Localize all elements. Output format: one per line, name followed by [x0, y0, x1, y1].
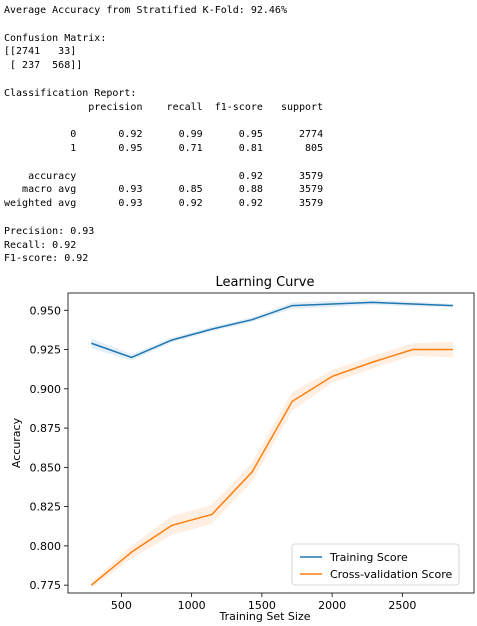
legend-box — [291, 543, 460, 586]
series-line-0 — [91, 301, 453, 359]
y-axis: 0.775 0.800 0.825 0.850 0.875 0.900 0.925 0.950 — [30, 304, 68, 592]
x-tick-label: 2000 — [318, 599, 346, 612]
y-tick-label: 0.950 — [30, 304, 62, 317]
console-line: Confusion Matrix: — [4, 32, 107, 44]
chart-title: Learning Curve — [216, 275, 315, 290]
x-tick-label: 500 — [111, 599, 132, 612]
plot-frame — [67, 292, 475, 594]
console-line: accuracy 0.92 3579 — [4, 170, 324, 182]
y-axis-label: Accuracy — [10, 417, 23, 468]
console-line: 1 0.95 0.71 0.81 805 — [4, 142, 324, 154]
y-tick-label: 0.850 — [30, 461, 62, 474]
console-line: Precision: 0.93 — [4, 225, 95, 237]
x-axis-label: Training Set Size — [218, 610, 310, 623]
console-line: [ 237 568]] — [4, 60, 83, 72]
console-output: Average Accuracy from Stratified K-Fold:… — [4, 4, 323, 266]
legend: Training Score Cross-validation Score — [291, 543, 460, 586]
console-line — [4, 73, 323, 87]
series-lines — [90, 301, 453, 586]
console-line: Classification Report: — [4, 87, 137, 99]
std-band-1 — [91, 341, 453, 589]
y-tick-label: 0.800 — [30, 540, 62, 553]
x-tick-label: 2500 — [388, 599, 416, 612]
console-line — [4, 114, 323, 128]
learning-curve-chart: Learning Curve 0.775 0.800 0.825 0.850 0.875… — [10, 275, 475, 623]
console-line: weighted avg 0.93 0.92 0.92 3579 — [4, 198, 324, 210]
console-line — [4, 156, 323, 170]
console-line: macro avg 0.93 0.85 0.88 3579 — [4, 184, 324, 196]
console-line: F1-score: 0.92 — [4, 253, 89, 265]
console-line: precision recall f1-score support — [4, 101, 324, 113]
x-tick-label: 1000 — [178, 599, 206, 612]
legend-label: Cross-validation Score — [330, 568, 453, 581]
y-tick-label: 0.775 — [30, 579, 62, 592]
legend-label: Training Score — [329, 551, 408, 564]
series-line-1 — [90, 348, 453, 586]
x-tick-label: 1500 — [248, 599, 276, 612]
console-line: Average Accuracy from Stratified K-Fold:… — [4, 5, 287, 16]
console-line: Recall: 0.92 — [4, 239, 77, 251]
console-line — [4, 18, 323, 32]
y-tick-label: 0.900 — [30, 383, 62, 396]
console-line: [[2741 33] — [4, 46, 77, 58]
y-tick-label: 0.825 — [30, 501, 62, 514]
y-tick-label: 0.875 — [30, 422, 62, 435]
y-tick-label: 0.925 — [30, 344, 62, 357]
console-line: 0 0.92 0.99 0.95 2774 — [4, 129, 324, 141]
x-axis: 500 1000 1500 2000 2500 — [111, 593, 416, 612]
console-line — [4, 211, 323, 225]
